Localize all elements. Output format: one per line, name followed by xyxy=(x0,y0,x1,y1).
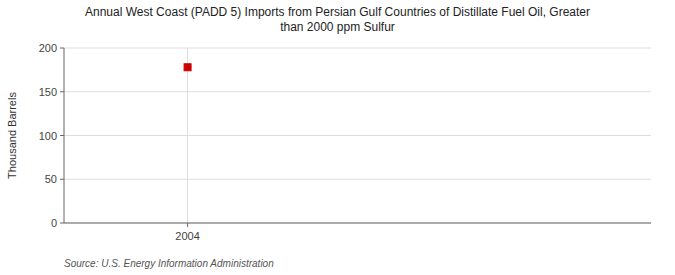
x-tick-label: 2004 xyxy=(175,230,199,242)
y-tick-label: 200 xyxy=(39,42,57,54)
y-grid-line xyxy=(64,135,651,136)
plot-area xyxy=(184,64,191,71)
point xyxy=(184,64,191,71)
y-tick-label: 50 xyxy=(45,173,57,185)
y-tick xyxy=(60,91,64,92)
y-grid-line xyxy=(64,223,651,224)
y-axis-label: Thousand Barrels xyxy=(6,92,18,179)
y-tick-label: 150 xyxy=(39,86,57,98)
chart: Annual West Coast (PADD 5) Imports from … xyxy=(0,0,675,275)
x-grid-line xyxy=(187,48,188,223)
y-grid-line xyxy=(64,48,651,49)
y-tick-label: 0 xyxy=(51,217,57,229)
y-tick xyxy=(60,48,64,49)
y-tick xyxy=(60,179,64,180)
y-tick xyxy=(60,223,64,224)
y-axis-line xyxy=(64,48,65,223)
source: Source: U.S. Energy Information Administ… xyxy=(64,258,274,269)
x-axis-line xyxy=(64,223,651,224)
title: Annual West Coast (PADD 5) Imports from … xyxy=(85,5,590,34)
y-grid-line xyxy=(64,179,651,180)
y-tick-label: 100 xyxy=(39,130,57,142)
y-tick xyxy=(60,135,64,136)
y-grid-line xyxy=(64,91,651,92)
x-tick xyxy=(187,223,188,227)
